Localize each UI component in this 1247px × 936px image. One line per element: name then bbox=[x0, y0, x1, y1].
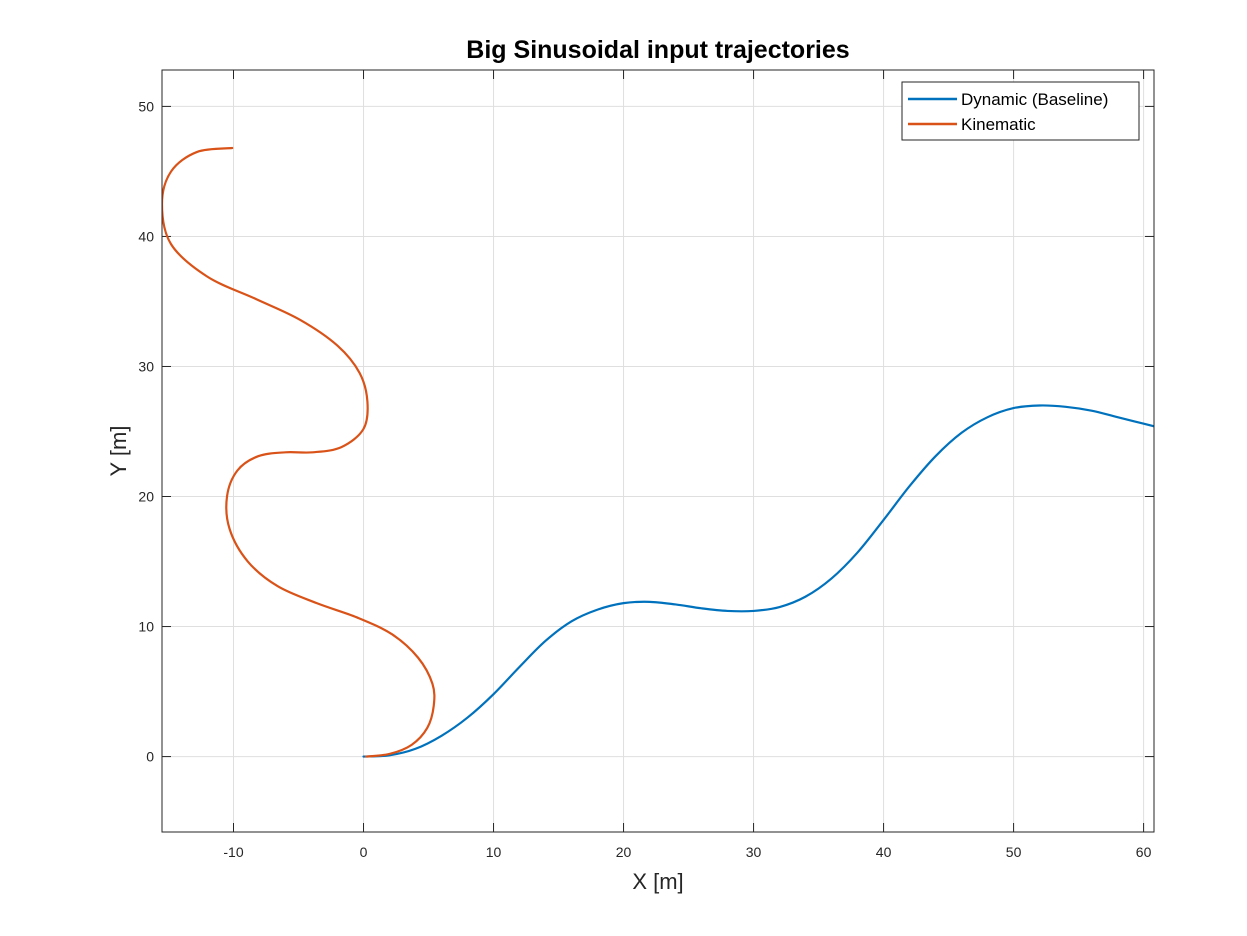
series-line-dynamic-baseline bbox=[362, 404, 1154, 758]
x-tick-label: 50 bbox=[1006, 844, 1022, 860]
y-tick-label: 40 bbox=[138, 228, 154, 244]
chart-title: Big Sinusoidal input trajectories bbox=[466, 36, 849, 64]
y-tick-label: 10 bbox=[138, 619, 154, 635]
legend-box bbox=[901, 81, 1140, 141]
legend: Dynamic (Baseline) Kinematic bbox=[901, 81, 1140, 141]
grid bbox=[162, 70, 1154, 832]
plot-area bbox=[161, 69, 1155, 833]
x-tick-label: -10 bbox=[223, 844, 243, 860]
x-tick-label: 30 bbox=[746, 844, 762, 860]
series-group bbox=[162, 146, 1154, 758]
x-tick-label: 60 bbox=[1136, 844, 1152, 860]
x-axis-label: X [m] bbox=[632, 869, 683, 894]
legend-label-dynamic: Dynamic (Baseline) bbox=[961, 90, 1108, 109]
y-tick-label: 50 bbox=[138, 98, 154, 114]
y-tick-label: 20 bbox=[138, 489, 154, 505]
y-tick-label: 0 bbox=[146, 749, 154, 765]
x-tick-label: 20 bbox=[616, 844, 632, 860]
x-tick-label: 10 bbox=[486, 844, 502, 860]
axis-ticks: -10 0 10 20 30 40 50 60 0 10 20 30 40 50 bbox=[138, 70, 1154, 860]
legend-label-kinematic: Kinematic bbox=[961, 115, 1036, 134]
x-tick-label: 0 bbox=[360, 844, 368, 860]
x-tick-label: 40 bbox=[876, 844, 892, 860]
y-axis-label: Y [m] bbox=[106, 426, 131, 477]
y-tick-label: 30 bbox=[138, 358, 154, 374]
plot-frame bbox=[161, 69, 1155, 833]
series-line-kinematic bbox=[162, 146, 436, 758]
